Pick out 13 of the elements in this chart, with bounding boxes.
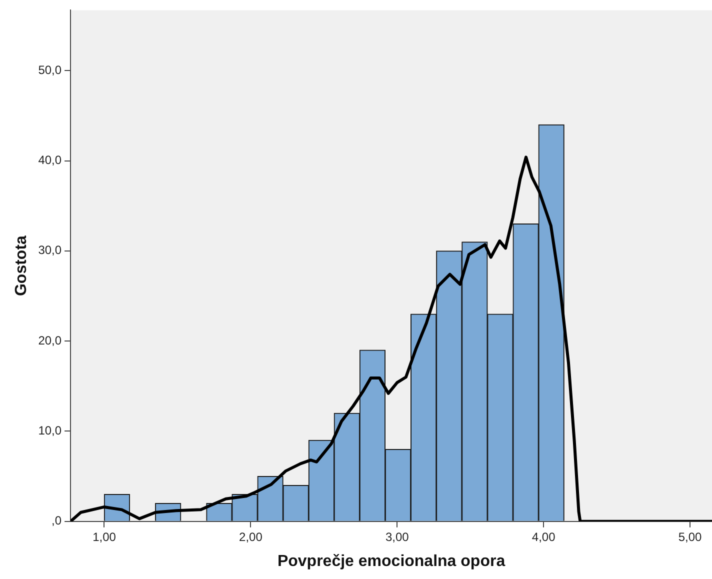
- x-tick-label: 4,00: [532, 530, 556, 544]
- y-tick-label: 10,0: [38, 424, 62, 438]
- y-axis-title: Gostota: [13, 235, 30, 296]
- y-tick-label: 20,0: [38, 333, 62, 348]
- y-tick-label: 50,0: [38, 62, 62, 77]
- x-tick-label: 1,00: [92, 530, 116, 544]
- y-tick-label: ,0: [52, 514, 62, 528]
- x-axis-title: Povprečje emocionalna opora: [277, 552, 506, 570]
- y-tick-label: 40,0: [38, 153, 62, 168]
- x-tick-label: 3,00: [385, 530, 410, 544]
- x-tick-label: 2,00: [239, 530, 263, 544]
- y-tick-label: 30,0: [38, 243, 62, 258]
- x-tick-label: 5,00: [678, 530, 702, 544]
